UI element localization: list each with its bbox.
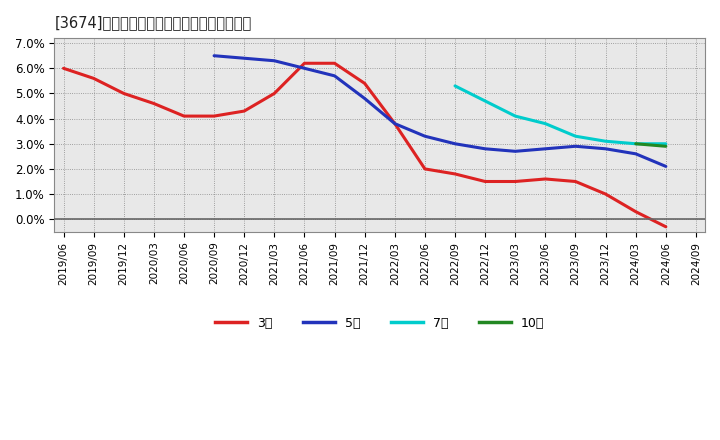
7年	[481, 99, 490, 104]
3年	[601, 191, 610, 197]
3年	[571, 179, 580, 184]
5年	[511, 149, 520, 154]
5年	[360, 96, 369, 101]
3年	[662, 224, 670, 229]
10年	[631, 141, 640, 147]
5年	[662, 164, 670, 169]
3年	[89, 76, 98, 81]
Line: 3年: 3年	[63, 63, 666, 227]
5年	[631, 151, 640, 157]
7年	[662, 141, 670, 147]
Legend: 3年, 5年, 7年, 10年: 3年, 5年, 7年, 10年	[210, 312, 549, 335]
7年	[451, 83, 459, 88]
3年	[180, 114, 189, 119]
3年	[300, 61, 309, 66]
3年	[420, 166, 429, 172]
Line: 10年: 10年	[636, 144, 666, 146]
5年	[330, 73, 339, 78]
3年	[360, 81, 369, 86]
5年	[240, 55, 248, 61]
5年	[390, 121, 399, 126]
5年	[210, 53, 218, 59]
3年	[451, 171, 459, 176]
5年	[571, 143, 580, 149]
5年	[270, 58, 279, 63]
5年	[541, 146, 549, 151]
3年	[511, 179, 520, 184]
7年	[541, 121, 549, 126]
5年	[481, 146, 490, 151]
Line: 5年: 5年	[214, 56, 666, 166]
3年	[330, 61, 339, 66]
3年	[150, 101, 158, 106]
7年	[631, 141, 640, 147]
Line: 7年: 7年	[455, 86, 666, 144]
3年	[390, 121, 399, 126]
5年	[601, 146, 610, 151]
3年	[541, 176, 549, 182]
3年	[59, 66, 68, 71]
7年	[571, 134, 580, 139]
3年	[240, 108, 248, 114]
3年	[120, 91, 128, 96]
3年	[481, 179, 490, 184]
3年	[631, 209, 640, 214]
5年	[451, 141, 459, 147]
3年	[210, 114, 218, 119]
7年	[601, 139, 610, 144]
5年	[300, 66, 309, 71]
Text: [3674]　当期純利益マージンの平均値の推移: [3674] 当期純利益マージンの平均値の推移	[55, 15, 252, 30]
5年	[420, 134, 429, 139]
10年	[662, 143, 670, 149]
7年	[511, 114, 520, 119]
3年	[270, 91, 279, 96]
